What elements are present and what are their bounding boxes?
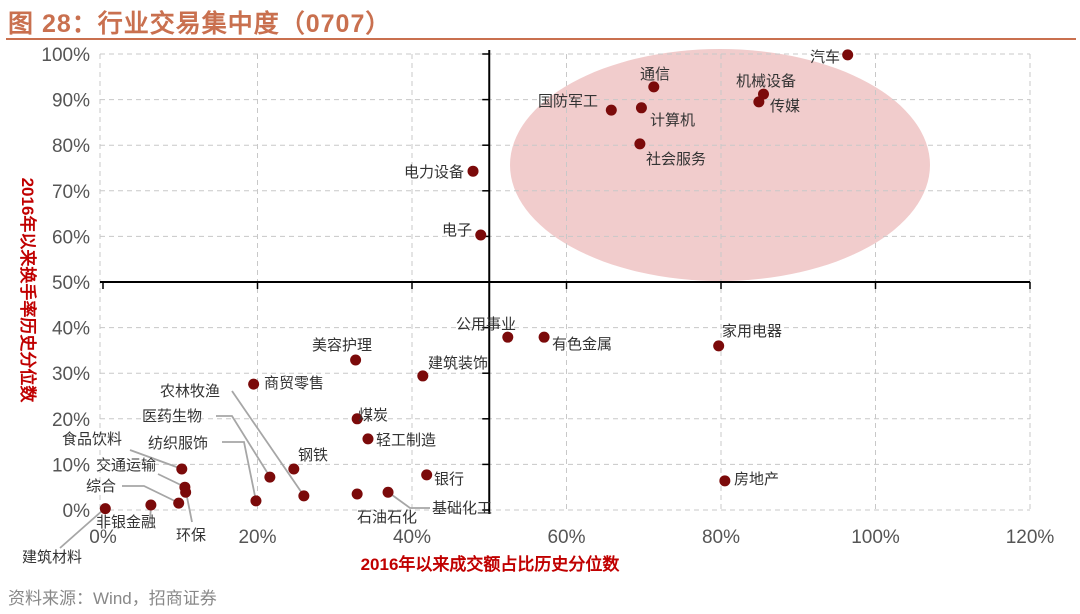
data-label: 轻工制造 [376, 432, 436, 449]
highlight-ellipse [510, 49, 930, 281]
x-tick-label: 80% [702, 527, 740, 548]
data-label: 汽车 [810, 49, 840, 66]
data-label: 社会服务 [646, 151, 706, 168]
data-point [99, 503, 111, 515]
data-label: 商贸零售 [264, 375, 324, 392]
data-label: 家用电器 [722, 323, 782, 340]
y-tick-label: 70% [52, 182, 90, 203]
data-label: 煤炭 [358, 407, 388, 424]
data-label: 银行 [434, 471, 464, 488]
source-note: 资料来源：Wind，招商证券 [8, 589, 217, 608]
data-label: 电子 [442, 222, 472, 239]
data-point [648, 81, 660, 93]
data-point [417, 370, 429, 382]
leader-line [129, 449, 183, 470]
x-tick-label: 20% [238, 527, 276, 548]
y-tick-label: 20% [52, 410, 90, 431]
data-label: 交通运输 [96, 456, 156, 474]
data-point [248, 378, 260, 390]
data-point [298, 490, 310, 502]
data-point [351, 488, 363, 500]
data-point [635, 102, 647, 114]
y-tick-label: 10% [52, 455, 90, 476]
data-label: 建筑材料 [22, 549, 82, 566]
leader-line [216, 415, 271, 478]
data-label: 房地产 [734, 471, 779, 488]
data-label: 钢铁 [298, 447, 328, 464]
y-axis-label: 2016年以来换手率历史分位数 [18, 178, 38, 404]
data-label: 环保 [176, 527, 206, 544]
x-tick-label: 0% [89, 527, 117, 548]
data-point [176, 463, 188, 475]
data-label: 石油石化 [357, 509, 417, 526]
data-point [713, 340, 725, 352]
data-point [719, 475, 731, 487]
y-tick-label: 30% [52, 364, 90, 385]
data-point [382, 486, 394, 498]
y-tick-label: 90% [52, 91, 90, 112]
x-tick-label: 100% [851, 527, 900, 548]
data-point [753, 96, 765, 108]
data-label: 传媒 [770, 98, 800, 115]
x-axis-label: 2016年以来成交额占比历史分位数 [361, 554, 621, 574]
data-point [538, 331, 550, 343]
x-tick-label: 120% [1006, 527, 1055, 548]
title-rule [6, 38, 1076, 40]
data-point [250, 495, 262, 507]
data-label: 美容护理 [312, 337, 372, 354]
leader-line [59, 509, 104, 549]
data-point [173, 497, 185, 509]
y-tick-label: 0% [63, 501, 91, 522]
figure-title: 图 28：行业交易集中度（0707） [8, 10, 392, 38]
y-tick-label: 60% [52, 227, 90, 248]
y-tick-label: 50% [52, 273, 90, 294]
data-point [362, 433, 374, 445]
y-tick-label: 100% [41, 45, 90, 66]
data-point [634, 138, 646, 150]
leader-line [122, 485, 180, 504]
data-label: 医药生物 [142, 408, 202, 425]
leader-line [231, 390, 305, 497]
data-point [350, 354, 362, 366]
data-label: 有色金属 [552, 336, 612, 353]
data-point [842, 49, 854, 61]
data-label: 建筑装饰 [428, 355, 488, 372]
data-label: 电力设备 [404, 164, 464, 181]
data-label: 纺织服饰 [148, 435, 208, 452]
x-tick-label: 40% [393, 527, 431, 548]
data-label: 国防军工 [538, 93, 598, 110]
y-tick-label: 40% [52, 319, 90, 340]
data-point [145, 499, 157, 511]
data-label: 食品饮料 [62, 431, 122, 448]
data-point [475, 229, 487, 241]
data-label: 基础化工 [432, 500, 492, 517]
data-label: 计算机 [650, 111, 695, 129]
x-tick-label: 60% [547, 527, 585, 548]
leader-line [387, 491, 430, 509]
data-point [467, 165, 479, 177]
data-label: 综合 [86, 478, 116, 495]
leader-line [222, 441, 257, 502]
data-point [605, 104, 617, 116]
data-point [351, 413, 363, 425]
data-label: 通信 [640, 66, 670, 83]
data-label: 公用事业 [456, 316, 516, 333]
data-point [421, 469, 433, 481]
data-point [288, 463, 300, 475]
data-point [180, 486, 192, 498]
data-point [502, 331, 514, 343]
y-tick-label: 80% [52, 136, 90, 157]
data-label: 非银金融 [96, 514, 156, 531]
data-label: 机械设备 [736, 73, 796, 90]
data-point [264, 471, 276, 483]
data-label: 农林牧渔 [160, 383, 220, 400]
